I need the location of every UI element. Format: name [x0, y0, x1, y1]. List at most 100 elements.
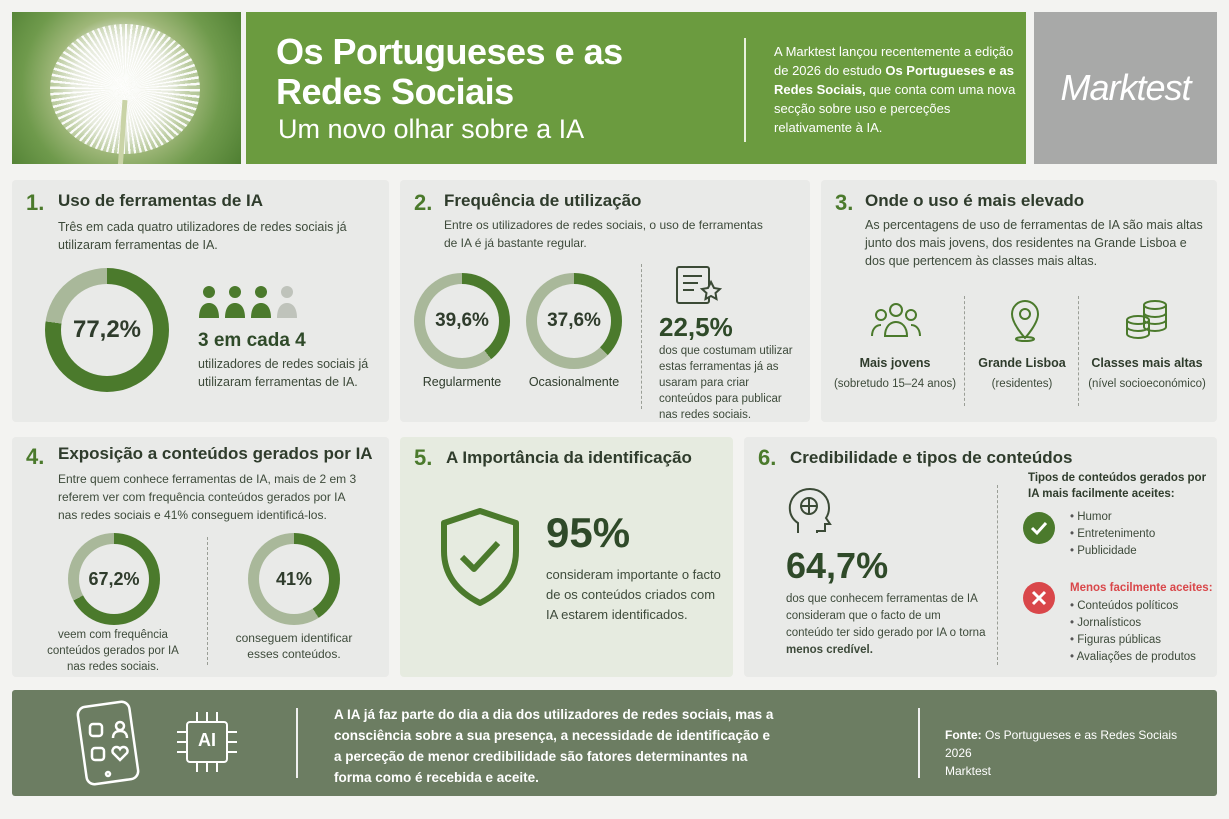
class-title: Classes mais altas	[1091, 356, 1203, 370]
footer: AI A IA já faz parte do dia a dia dos ut…	[12, 690, 1217, 796]
section-number: 6.	[758, 445, 777, 470]
ai-chip-icon	[177, 710, 237, 779]
regular-donut: 39,6%	[414, 273, 510, 369]
phone-social-icon	[74, 700, 146, 791]
marktest-logo: Marktest	[1034, 12, 1217, 164]
section-usage: 1. Uso de ferramentas de IA Três em cada…	[12, 180, 389, 422]
occasional-donut-value: 37,6%	[547, 310, 601, 331]
check-circle-icon	[1023, 512, 1055, 549]
identify-donut-value: 41%	[275, 568, 313, 589]
class-sub: (nível socioeconómico)	[1088, 378, 1206, 390]
list-item: Avaliações de produtos	[1070, 649, 1196, 666]
header-banner: Os Portugueses e as Redes Sociais Um nov…	[246, 12, 1026, 164]
location-pin-icon	[1008, 298, 1042, 347]
header-photo-dandelion	[12, 12, 241, 164]
section-frequency: 2. Frequência de utilização Entre os uti…	[400, 180, 810, 422]
credibility-caption-bold: menos credível.	[786, 644, 873, 656]
rejected-list: Conteúdos políticos Jornalísticos Figura…	[1070, 598, 1196, 666]
footer-divider	[296, 708, 298, 778]
credibility-caption-text: dos que conhecem ferramentas de IA consi…	[786, 593, 986, 639]
coins-icon	[1124, 298, 1170, 347]
source-text: Os Portugueses e as Redes Sociais 2026	[945, 728, 1178, 760]
young-title: Mais jovens	[859, 356, 931, 370]
accepted-title: Tipos de conteúdos gerados por IA mais f…	[1028, 472, 1207, 500]
header-divider	[744, 38, 746, 142]
usage-donut-value: 77,2%	[72, 316, 142, 343]
lisbon-title: Grande Lisboa	[978, 356, 1066, 370]
regular-donut-value: 39,6%	[435, 310, 489, 331]
page-subtitle: Um novo olhar sobre a IA	[278, 114, 585, 144]
donut-hole	[259, 544, 329, 614]
header-intro: A Marktest lançou recentemente a edição …	[774, 42, 1024, 137]
credibility-caption: dos que conhecem ferramentas de IA consi…	[786, 591, 986, 659]
document-star-icon	[674, 264, 723, 311]
list-item: Entretenimento	[1070, 526, 1155, 543]
divider	[997, 485, 998, 665]
identify-donut: 41%	[248, 533, 340, 625]
section-identification: 5. A Importância da identificação 95% co…	[400, 437, 733, 677]
occasional-donut: 37,6%	[526, 273, 622, 369]
creation-caption: dos que costumam utilizar estas ferramen…	[659, 345, 793, 421]
footer-source: Fonte: Os Portugueses e as Redes Sociais…	[945, 726, 1205, 780]
identification-stat: 95%	[546, 509, 631, 556]
divider	[641, 264, 642, 409]
section-number: 4.	[26, 444, 45, 469]
donut-hole	[61, 284, 153, 376]
divider	[964, 296, 965, 406]
section-text: As percentagens de uso de ferramentas de…	[865, 218, 1203, 268]
accepted-list: Humor Entretenimento Publicidade	[1070, 509, 1155, 560]
regular-label: Regularmente	[422, 375, 502, 389]
shield-check-icon	[438, 507, 522, 612]
intro-text-end: que conta com uma nova secção sobre uso …	[774, 82, 1016, 135]
exposure-donut: 67,2%	[68, 533, 160, 625]
identify-caption: conseguem identificar esses conteúdos.	[235, 631, 353, 661]
list-item: Conteúdos políticos	[1070, 598, 1196, 615]
intro-text: A Marktest lançou recentemente a edição …	[774, 44, 1014, 78]
lisbon-sub: (residentes)	[991, 378, 1053, 390]
list-item: Humor	[1070, 509, 1155, 526]
footer-text: A IA já faz parte do dia a dia dos utili…	[334, 707, 774, 785]
section-title: Uso de ferramentas de IA	[58, 191, 264, 210]
section-text: Entre os utilizadores de redes sociais, …	[444, 218, 763, 250]
section-title: Onde o uso é mais elevado	[865, 191, 1085, 210]
section-number: 2.	[414, 190, 433, 215]
creation-stat: 22,5%	[659, 312, 733, 342]
usage-donut: 77,2%	[45, 268, 169, 392]
section-credibility: 6. Credibilidade e tipos de conteúdos 64…	[744, 437, 1217, 677]
x-circle-icon	[1023, 582, 1055, 619]
section-where: 3. Onde o uso é mais elevado As percenta…	[821, 180, 1217, 422]
usage-ratio: 3 em cada 4	[198, 330, 306, 351]
people-icon	[198, 284, 300, 325]
usage-caption: utilizadores de redes sociais já utiliza…	[198, 357, 369, 389]
section-number: 5.	[414, 445, 433, 470]
list-item: Figuras públicas	[1070, 632, 1196, 649]
exposure-caption: veem com frequência conteúdos gerados po…	[47, 629, 179, 673]
section-number: 1.	[26, 190, 45, 215]
section-title: Credibilidade e tipos de conteúdos	[790, 448, 1073, 467]
rejected-title: Menos facilmente aceites:	[1070, 582, 1213, 594]
divider	[1078, 296, 1079, 406]
section-text: Entre quem conhece ferramentas de IA, ma…	[58, 472, 357, 522]
credibility-stat: 64,7%	[786, 545, 889, 586]
identification-caption: consideram importante o facto de os cont…	[546, 567, 721, 622]
donut-hole	[537, 284, 611, 358]
occasional-label: Ocasionalmente	[528, 375, 620, 389]
intro-study-name: Os Portugueses e as Redes Sociais,	[774, 63, 1014, 97]
young-sub: (sobretudo 15–24 anos)	[833, 378, 957, 390]
group-icon	[871, 300, 921, 345]
footer-divider	[918, 708, 920, 778]
head-brain-icon	[786, 485, 832, 540]
list-item: Jornalísticos	[1070, 615, 1196, 632]
section-exposure: 4. Exposição a conteúdos gerados por IA …	[12, 437, 389, 677]
section-title: Exposição a conteúdos gerados por IA	[58, 444, 373, 463]
donut-hole	[425, 284, 499, 358]
section-text: Três em cada quatro utilizadores de rede…	[58, 220, 347, 252]
ai-chip-label: AI	[198, 730, 216, 750]
source-publisher: Marktest	[945, 764, 992, 778]
list-item: Publicidade	[1070, 543, 1155, 560]
divider	[207, 537, 208, 665]
source-label: Fonte:	[945, 728, 982, 742]
section-title: A Importância da identificação	[446, 448, 692, 467]
page-title: Os Portugueses e as Redes Sociais	[276, 31, 623, 112]
exposure-donut-value: 67,2%	[88, 568, 140, 589]
